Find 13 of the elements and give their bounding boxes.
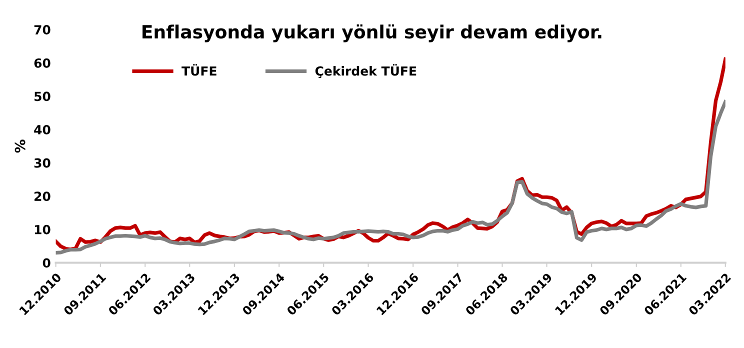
y-tick-label: 0 xyxy=(42,258,50,268)
y-tick-label: 50 xyxy=(34,92,50,102)
y-axis-title: % xyxy=(14,140,26,153)
y-tick-label: 40 xyxy=(34,124,50,134)
y-tick-label: 60 xyxy=(34,58,50,68)
legend-label: TÜFE xyxy=(182,64,216,76)
y-tick-label: 70 xyxy=(34,25,50,35)
y-tick-label: 20 xyxy=(34,192,50,202)
y-tick-label: 30 xyxy=(34,158,50,168)
y-tick-label: 10 xyxy=(34,224,50,234)
legend-label: Çekirdek TÜFE xyxy=(315,64,416,78)
chart-title: Enflasyonda yukarı yönlü seyir devam ediyor. xyxy=(142,24,602,42)
line-series xyxy=(56,100,726,255)
